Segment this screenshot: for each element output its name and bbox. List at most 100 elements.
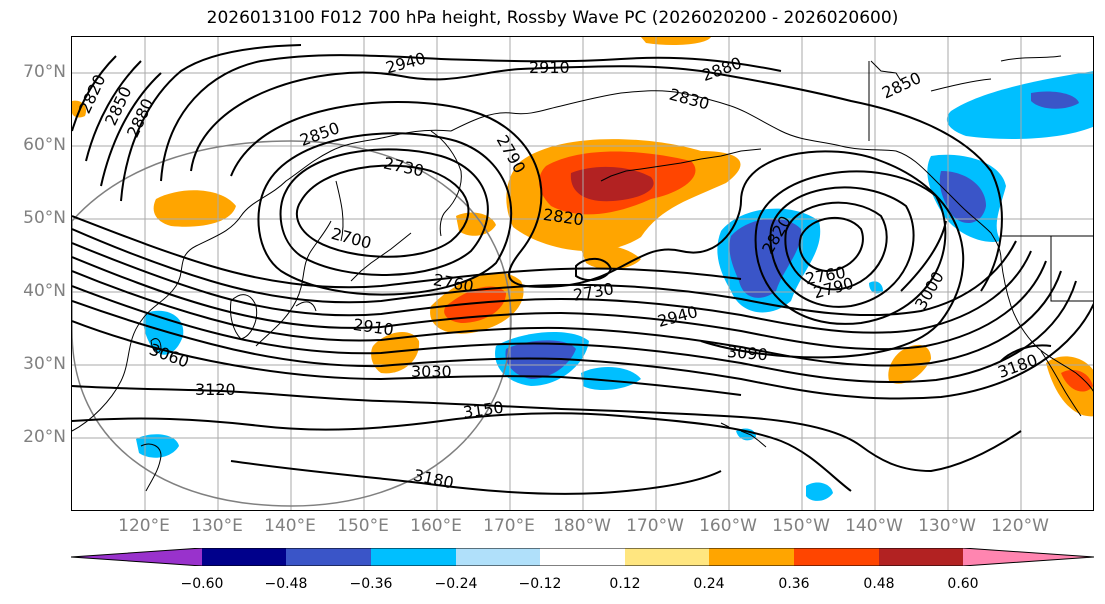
map-title: 2026013100 F012 700 hPa height, Rossby W… [206,8,899,28]
contour-jet-5 [72,270,1062,367]
contour-low-east-4 [754,170,947,325]
coast-hawaii [720,422,767,448]
coast-baja [1040,350,1082,417]
contour-label-3150: 3150 [462,398,505,422]
coast-aleutians [600,148,762,182]
contour-3060 [72,320,742,396]
neg-shade-2-gulf-alaska [729,218,802,298]
contour-3150 [72,412,852,492]
contour-label-3180-south: 3180 [412,465,456,492]
coast-japan [255,220,332,347]
lon-label-150w: 150°W [772,516,830,536]
coast-kamchatka [430,130,462,237]
colorbar-bin-8 [794,548,879,566]
lon-label-140e: 140°E [264,516,316,536]
contour-label-3090: 3090 [726,342,768,364]
contour-jet-1 [72,215,742,289]
contour-jet-4 [72,256,1047,351]
coast-philippines [140,443,162,492]
pos-shade-11-baja [1061,369,1093,392]
contour-low-west-3 [257,132,513,296]
contour-low-east-3 [769,186,915,308]
colorbar-bin-4 [456,548,540,566]
colorbar-bin-1 [202,548,286,566]
coast-arctic-canada [870,55,1062,92]
contour-low-east-inner [798,216,864,273]
contour-label-3030: 3030 [411,362,452,381]
contour-2880 [190,65,1003,292]
colorbar-label-neg036: −0.36 [349,576,393,592]
coast-alaska-south [730,105,932,177]
neg-shade-11-south-china [136,434,179,458]
lon-label-180w: 180°W [553,516,611,536]
contour-low-west-inner [295,164,470,258]
graticule [72,37,1093,510]
colorbar-label-012: 0.12 [609,576,641,592]
contour-3120 [72,385,1022,473]
contour-label-2910-top: 2910 [529,58,570,77]
pos-shade-13-top [641,37,711,45]
colorbar-bin-5 [540,548,625,566]
neg-shade-14-east-pacific [869,281,883,294]
contour-3000-east [900,220,947,292]
contour-jet-2 [72,228,1017,317]
lat-label-50n: 50°N [23,208,66,228]
colorbar-bin-7 [709,548,794,566]
colorbar-bin-9 [879,548,963,566]
contour-3180 [230,460,722,495]
contour-label-2880-top: 2880 [699,53,744,85]
contour-3180-east [1000,344,1052,362]
coast-asia-east [72,129,452,432]
pos-shade-6-japan-east [444,286,506,323]
colorbar-label-060: 0.60 [947,576,979,592]
contour-low-east-2 [784,201,888,291]
coast-sakhalin [335,180,344,242]
lon-label-160e: 160°E [410,516,462,536]
lon-label-140w: 140°W [845,516,903,536]
lat-label-20n: 20°N [23,427,66,447]
colorbar-extend-high [963,548,1094,566]
contour-jet-3 [72,242,1032,334]
pos-shade-10-baja [1046,356,1093,417]
contour-2940 [120,44,302,202]
coast-bering-russia [450,105,562,132]
contour-labels: 2940 2910 2880 2850 2830 2820 2850 2880 … [75,48,1040,492]
colorbar-bin-2 [286,548,371,566]
contour-label-3120: 3120 [195,380,236,399]
lon-label-150e: 150°E [337,516,389,536]
colorbar-bin-3 [371,548,456,566]
lat-label-40n: 40°N [23,281,66,301]
lon-label-170w: 170°W [626,516,684,536]
contour-2880-west [100,72,162,187]
neg-shade-8-arctic-canada [946,71,1093,139]
neg-shade-4-pacific-mid [505,340,576,379]
coast-alaska-west [560,90,732,107]
lat-label-30n: 30°N [23,354,66,374]
colorbar-label-neg012: −0.12 [518,576,562,592]
contour-label-2830: 2830 [667,85,711,114]
contour-2910 [160,54,782,182]
lon-label-130w: 130°W [918,516,976,536]
colorbar-label-neg048: −0.48 [264,576,308,592]
colorbar-extend-low [71,548,202,566]
contour-2850-west [85,60,142,162]
contour-2820-west [72,55,117,132]
coast-korea [230,294,258,340]
contour-low-west-2 [279,148,489,276]
map-canvas: 2940 2910 2880 2850 2830 2820 2850 2880 … [72,37,1093,510]
coast-bc [930,175,1002,260]
colorbar-label-neg060: −0.60 [180,576,224,592]
range-circle [72,140,512,507]
colorbar-label-048: 0.48 [863,576,895,592]
pos-shade-8-china [153,190,236,227]
contour-label-3060: 3060 [147,340,192,372]
colorbar-label-neg024: −0.24 [434,576,478,592]
coast-us-border [1001,235,1093,302]
map-panel: 2940 2910 2880 2850 2830 2820 2850 2880 … [71,36,1094,511]
neg-shade-9-arctic-canada [1031,91,1079,109]
lon-label-160w: 160°W [699,516,757,536]
lon-label-120w: 120°W [991,516,1049,536]
contour-jet-7 [72,300,1093,400]
colorbar-bin-6 [625,548,709,566]
neg-shade-12-pacific-south [806,482,833,501]
